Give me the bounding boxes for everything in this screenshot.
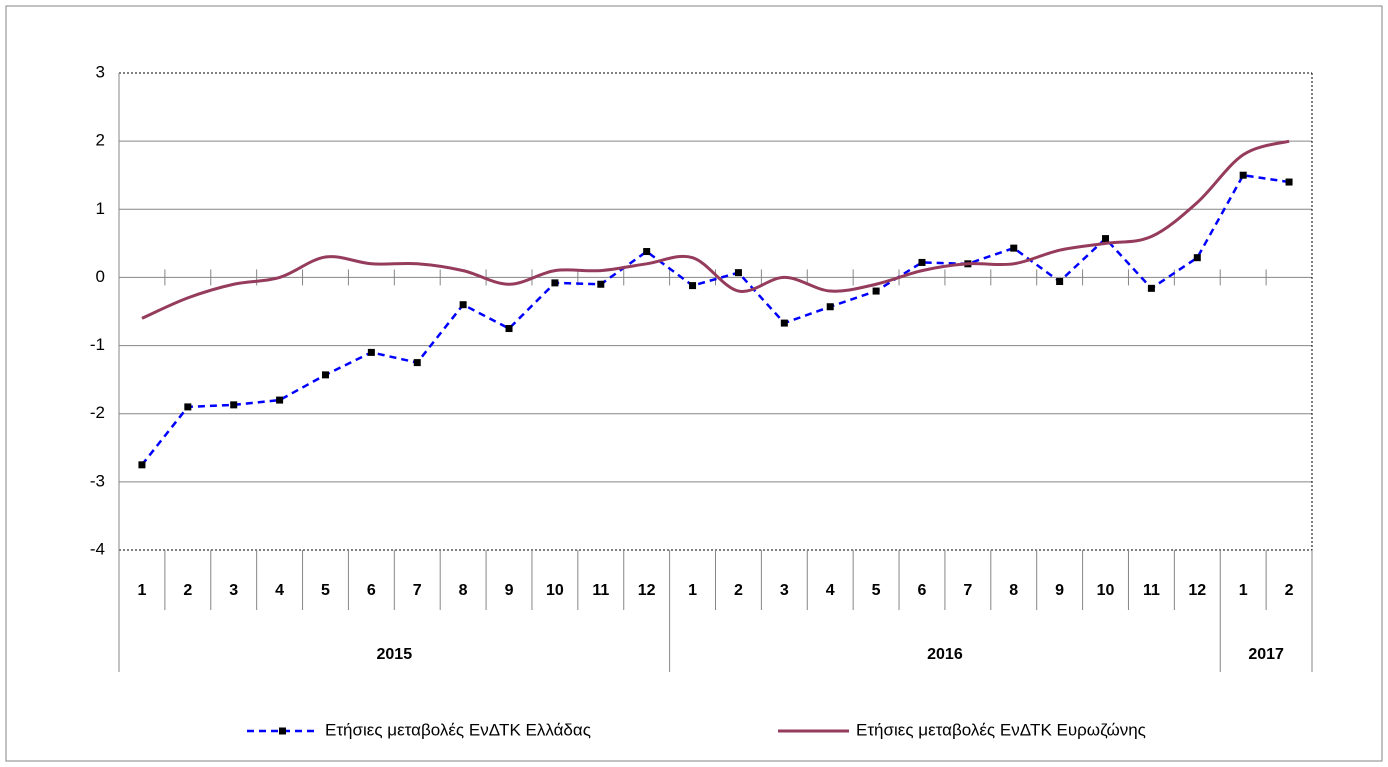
- point-marker: [918, 258, 926, 266]
- point-marker: [230, 401, 238, 409]
- y-tick-label: -4: [90, 539, 105, 558]
- point-marker: [276, 396, 284, 404]
- x-tick-label: 2: [734, 582, 743, 599]
- point-marker: [505, 325, 513, 333]
- chart-border: [5, 5, 1383, 762]
- point-marker: [1056, 278, 1064, 286]
- x-tick-label: 1: [688, 582, 697, 599]
- series-line: [141, 139, 1290, 320]
- x-group-label: 2015: [377, 646, 413, 663]
- point-marker: [780, 319, 788, 327]
- point-marker: [459, 301, 467, 309]
- x-tick-label: 2: [1285, 582, 1294, 599]
- x-tick-label: 5: [321, 582, 330, 599]
- x-tick-label: 7: [963, 582, 972, 599]
- x-tick-label: 3: [229, 582, 238, 599]
- x-tick-label: 4: [826, 582, 835, 599]
- y-tick-label: 1: [96, 199, 105, 218]
- point-marker: [551, 279, 559, 287]
- point-marker: [597, 280, 605, 288]
- x-tick-label: 5: [872, 582, 881, 599]
- x-tick-label: 6: [918, 582, 927, 599]
- x-tick-label: 6: [367, 582, 376, 599]
- series-line: [140, 173, 1290, 466]
- point-marker: [321, 371, 329, 379]
- point-marker: [184, 403, 192, 411]
- x-tick-label: 1: [1239, 582, 1248, 599]
- point-marker: [1193, 254, 1201, 262]
- x-tick-label: 3: [780, 582, 789, 599]
- point-marker: [1285, 178, 1293, 186]
- y-tick-label: -2: [90, 403, 105, 422]
- x-tick-label: 4: [275, 582, 284, 599]
- y-tick-label: 0: [96, 267, 105, 286]
- point-marker: [643, 248, 651, 256]
- x-tick-label: 12: [1188, 582, 1206, 599]
- x-group-label: 2017: [1248, 646, 1284, 663]
- point-marker: [1239, 171, 1247, 179]
- point-marker: [367, 348, 375, 356]
- x-tick-label: 8: [1009, 582, 1018, 599]
- x-tick-label: 10: [546, 582, 564, 599]
- legend-label: Ετήσιες μεταβολές ΕνΔΤΚ Ευρωζώνης: [856, 720, 1146, 739]
- x-group-label: 2016: [927, 646, 963, 663]
- point-marker: [138, 461, 146, 469]
- x-tick-label: 11: [592, 582, 609, 599]
- y-tick-label: 3: [96, 62, 105, 81]
- x-tick-label: 2: [183, 582, 192, 599]
- point-marker: [1010, 244, 1018, 252]
- point-marker: [413, 359, 421, 367]
- legend-marker: [279, 727, 286, 735]
- point-marker: [872, 287, 880, 295]
- x-tick-label: 10: [1097, 582, 1115, 599]
- y-tick-label: 2: [96, 131, 105, 150]
- x-tick-label: 9: [505, 582, 514, 599]
- point-marker: [1102, 235, 1110, 243]
- x-tick-label: 12: [638, 582, 656, 599]
- x-tick-label: 1: [137, 582, 146, 599]
- x-tick-label: 7: [413, 582, 422, 599]
- point-marker: [826, 303, 834, 311]
- y-tick-label: -1: [90, 335, 105, 354]
- point-marker: [734, 269, 742, 277]
- point-marker: [1147, 284, 1155, 292]
- x-tick-label: 9: [1055, 582, 1064, 599]
- point-marker: [689, 282, 697, 290]
- y-tick-label: -3: [90, 471, 105, 490]
- x-tick-label: 8: [459, 582, 468, 599]
- legend-label: Ετήσιες μεταβολές ΕνΔΤΚ Ελλάδας: [325, 720, 591, 739]
- x-tick-label: 11: [1143, 582, 1160, 599]
